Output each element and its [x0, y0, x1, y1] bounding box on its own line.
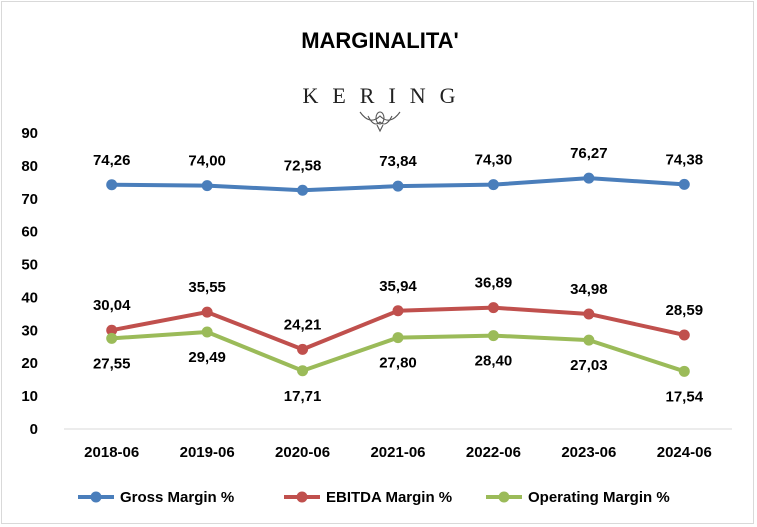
data-label: 35,94 — [379, 278, 417, 295]
y-tick-label: 0 — [30, 421, 38, 438]
logo-wordmark: KERING — [302, 83, 469, 108]
data-point — [583, 308, 595, 320]
series-gross-margin: 74,26 74,00 72,58 73,84 74,30 76,27 74,38 — [93, 145, 703, 196]
data-point — [201, 306, 213, 318]
data-label: 28,40 — [475, 353, 513, 370]
series-group: 74,26 74,00 72,58 73,84 74,30 76,27 74,38 30,04… — [93, 145, 704, 405]
data-point — [392, 305, 404, 317]
y-tick-label: 90 — [21, 125, 38, 142]
data-label: 29,49 — [188, 349, 226, 366]
data-point — [392, 180, 404, 192]
data-point — [106, 324, 118, 336]
legend-item-operating-margin: Operating Margin % — [486, 489, 670, 506]
data-point — [201, 180, 213, 192]
x-tick-label: 2018-06 — [84, 444, 139, 461]
data-point — [583, 172, 595, 184]
data-label: 27,03 — [570, 357, 608, 374]
y-tick-label: 30 — [21, 322, 38, 339]
data-point — [678, 178, 690, 190]
data-label: 27,55 — [93, 355, 131, 372]
data-label: 36,89 — [475, 275, 513, 292]
data-point — [201, 326, 213, 338]
data-label: 74,30 — [475, 152, 513, 169]
data-label: 74,26 — [93, 152, 131, 169]
x-tick-label: 2021-06 — [370, 444, 425, 461]
legend-label: Operating Margin % — [528, 489, 670, 506]
data-point — [297, 365, 309, 377]
series-ebitda-margin: 30,04 35,55 24,21 35,94 36,89 34,98 28,59 — [93, 275, 703, 355]
data-point — [487, 302, 499, 314]
y-tick-label: 50 — [21, 257, 38, 274]
data-point — [297, 343, 309, 355]
data-point — [297, 184, 309, 196]
x-tick-label: 2019-06 — [180, 444, 235, 461]
data-label: 76,27 — [570, 145, 608, 162]
data-label: 27,80 — [379, 355, 417, 372]
data-label: 30,04 — [93, 297, 131, 314]
x-tick-label: 2022-06 — [466, 444, 521, 461]
data-point — [678, 329, 690, 341]
x-tick-label: 2023-06 — [561, 444, 616, 461]
data-label: 24,21 — [284, 316, 322, 333]
x-axis: 2018-06 2019-06 2020-06 2021-06 2022-06 2023-… — [64, 428, 732, 461]
series-operating-margin: 27,55 29,49 17,71 27,80 28,40 27,03 17,54 — [93, 326, 704, 405]
data-label: 74,38 — [666, 151, 704, 168]
data-point — [487, 330, 499, 342]
data-point — [583, 334, 595, 346]
data-point — [392, 332, 404, 344]
y-tick-label: 40 — [21, 289, 38, 306]
data-point — [487, 179, 499, 191]
data-label: 28,59 — [666, 302, 704, 319]
brand-logo: KERING — [302, 83, 469, 133]
owl-emblem-icon — [359, 111, 401, 133]
legend-label: Gross Margin % — [120, 489, 234, 506]
y-tick-label: 70 — [21, 191, 38, 208]
data-label: 72,58 — [284, 157, 322, 174]
data-label: 73,84 — [379, 153, 417, 170]
data-label: 35,55 — [188, 279, 226, 296]
legend: Gross Margin % EBITDA Margin % Operating M… — [78, 489, 670, 506]
legend-swatch-marker — [296, 491, 308, 503]
y-axis: 0 10 20 30 40 50 60 70 80 90 — [21, 125, 38, 438]
legend-swatch-marker — [498, 491, 510, 503]
data-point — [106, 332, 118, 344]
x-tick-label: 2020-06 — [275, 444, 330, 461]
data-point — [678, 365, 690, 377]
y-tick-label: 10 — [21, 388, 38, 405]
chart-title: MARGINALITA' — [301, 28, 459, 53]
legend-item-ebitda-margin: EBITDA Margin % — [284, 489, 452, 506]
legend-swatch-marker — [90, 491, 102, 503]
data-label: 17,71 — [284, 388, 322, 405]
y-tick-label: 80 — [21, 158, 38, 175]
legend-label: EBITDA Margin % — [326, 489, 452, 506]
y-tick-label: 20 — [21, 355, 38, 372]
data-label: 34,98 — [570, 281, 608, 298]
x-tick-label: 2024-06 — [657, 444, 712, 461]
legend-item-gross-margin: Gross Margin % — [78, 489, 234, 506]
data-point — [106, 179, 118, 191]
y-tick-label: 60 — [21, 224, 38, 241]
data-label: 74,00 — [188, 153, 226, 170]
data-label: 17,54 — [666, 388, 704, 405]
